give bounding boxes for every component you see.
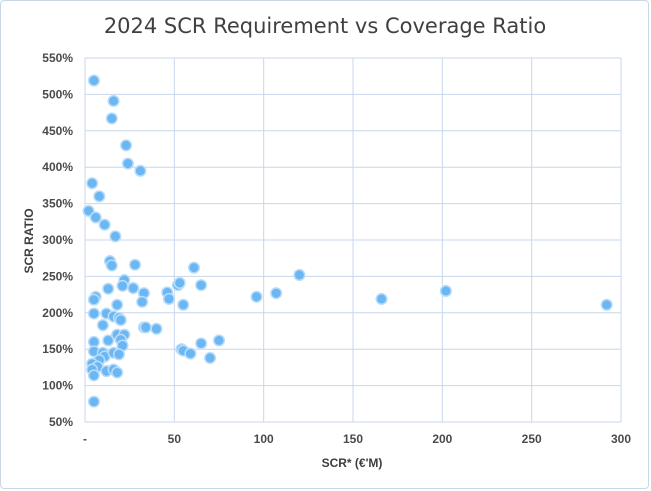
y-tick-label: 250% xyxy=(42,269,73,283)
x-tick-label: 250 xyxy=(522,432,542,446)
y-tick-label: 50% xyxy=(49,415,73,429)
data-point xyxy=(212,334,226,347)
data-point xyxy=(120,139,133,152)
y-tick-label: 200% xyxy=(42,306,73,320)
y-tick-label: 550% xyxy=(42,51,73,65)
x-tick-label: 50 xyxy=(168,432,182,446)
x-tick-label: 200 xyxy=(432,432,452,446)
data-point xyxy=(86,177,99,190)
data-point xyxy=(87,293,100,306)
data-point xyxy=(105,112,118,125)
data-point xyxy=(134,164,147,177)
x-tick-label: 300 xyxy=(611,432,631,446)
x-tick-label: - xyxy=(83,432,87,446)
grid-lines xyxy=(84,57,622,423)
data-point xyxy=(139,321,152,334)
data-point xyxy=(96,319,109,332)
data-point xyxy=(121,157,134,170)
y-tick-label: 300% xyxy=(42,233,73,247)
data-point xyxy=(270,287,283,300)
y-axis-ticks: 50% 100% 150% 200% 250% 300% 350% 400% 450% 500% 5… xyxy=(42,51,73,429)
data-point xyxy=(112,348,125,361)
data-point xyxy=(107,94,120,108)
data-point xyxy=(600,298,613,311)
x-axis-label: SCR* (€'M) xyxy=(322,456,383,470)
y-tick-label: 350% xyxy=(42,197,73,211)
data-point xyxy=(98,218,111,231)
data-point xyxy=(293,268,306,281)
x-tick-label: 100 xyxy=(254,432,274,446)
y-tick-label: 150% xyxy=(42,342,73,356)
data-point xyxy=(111,366,124,379)
data-point xyxy=(184,347,197,360)
data-point xyxy=(87,395,100,408)
y-tick-label: 500% xyxy=(42,87,73,101)
y-tick-label: 400% xyxy=(42,160,73,174)
y-tick-label: 100% xyxy=(42,379,73,393)
x-axis-ticks: - 50 100 150 200 250 300 xyxy=(83,432,631,446)
data-point xyxy=(102,282,115,295)
y-tick-label: 450% xyxy=(42,124,73,138)
data-point xyxy=(109,230,122,243)
data-point xyxy=(250,290,263,303)
x-tick-label: 150 xyxy=(343,432,363,446)
data-point xyxy=(102,334,115,347)
data-point xyxy=(89,211,102,224)
data-point xyxy=(162,292,176,306)
data-point xyxy=(116,279,129,292)
chart-title: 2024 SCR Requirement vs Coverage Ratio xyxy=(104,14,546,38)
data-point xyxy=(375,292,388,306)
data-point xyxy=(136,295,149,308)
data-point xyxy=(87,369,100,382)
data-point xyxy=(150,322,163,335)
data-point xyxy=(87,74,100,87)
data-point xyxy=(204,351,217,364)
data-point xyxy=(87,307,100,320)
data-point xyxy=(111,298,124,311)
data-point xyxy=(127,281,140,295)
data-point xyxy=(93,190,106,203)
data-point xyxy=(177,298,190,311)
data-point xyxy=(173,276,186,290)
data-point xyxy=(187,261,201,274)
data-point xyxy=(114,314,127,327)
data-point xyxy=(105,259,118,272)
y-axis-label: SCR RATIO xyxy=(22,208,36,273)
data-point xyxy=(439,284,452,298)
data-points xyxy=(82,74,613,408)
data-point xyxy=(195,337,208,350)
data-point xyxy=(195,279,208,292)
data-point xyxy=(128,258,142,271)
